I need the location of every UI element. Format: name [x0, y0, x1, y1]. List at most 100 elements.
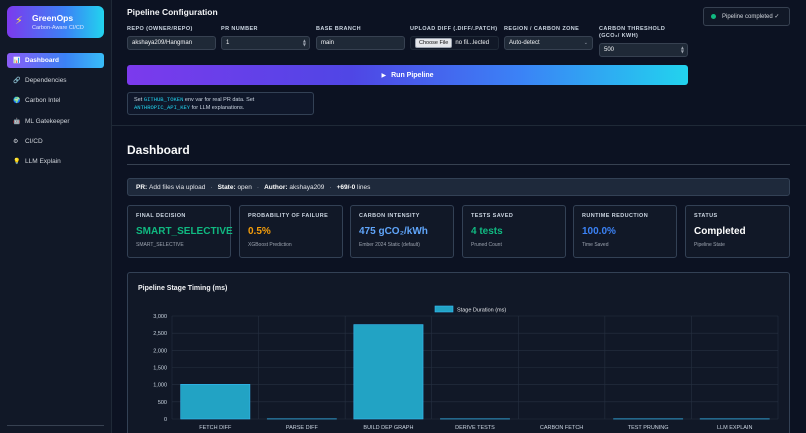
sidebar-divider	[7, 425, 104, 426]
region-select[interactable]: Auto-detect ⌄	[504, 36, 593, 50]
sidebar-item-dependencies[interactable]: 🔗 Dependencies	[7, 73, 104, 88]
section-divider	[112, 125, 806, 126]
card-runtime-reduction: RUNTIME REDUCTION 100.0% Time Saved	[573, 205, 677, 258]
main-content: Pipeline Configuration Pipeline complete…	[112, 0, 806, 433]
y-tick-label: 1,500	[153, 366, 167, 372]
x-tick-label: CARBON FETCH	[540, 425, 583, 431]
threshold-label: CARBON THRESHOLD (GCO₂/ KWH)	[599, 26, 666, 39]
stepper-icon[interactable]: ▲ ▼	[680, 45, 684, 54]
pr-lines: +69/-0	[336, 183, 356, 191]
x-tick-label: FETCH DIFF	[199, 425, 232, 431]
bulb-icon: 💡	[13, 158, 21, 165]
status-toast: Pipeline completed ✓	[703, 7, 790, 26]
card-label: TESTS SAVED	[471, 213, 514, 219]
card-probability-failure: PROBABILITY OF FAILURE 0.5% XGBoost Pred…	[239, 205, 343, 258]
base-branch-label: BASE BRANCH	[316, 26, 362, 32]
github-token-code: GITHUB_TOKEN	[143, 96, 184, 103]
anthropic-key-code: ANTHROPIC_API_KEY	[134, 104, 191, 111]
pr-summary-bar: PR: Add files via upload · State: open ·…	[127, 178, 790, 196]
sidebar-item-llm-explain[interactable]: 💡 LLM Explain	[7, 154, 104, 169]
sidebar-item-label: CI/CD	[25, 138, 43, 145]
file-status: no fil...lected	[455, 40, 490, 46]
pr-number-input[interactable]: 1 ▲ ▼	[221, 36, 310, 50]
x-tick-label: PARSE DIFF	[286, 425, 319, 431]
hint-text: for LLM explanations.	[190, 105, 245, 111]
pr-author: akshaya209	[289, 183, 325, 191]
config-title: Pipeline Configuration	[127, 7, 218, 17]
card-status: STATUS Completed Pipeline State	[685, 205, 790, 258]
dashboard-title: Dashboard	[127, 143, 190, 157]
card-label: FINAL DECISION	[136, 213, 186, 219]
pr-title: Add files via upload	[149, 183, 206, 191]
choose-file-button[interactable]: Choose File	[415, 38, 453, 48]
card-value: 0.5%	[248, 226, 271, 237]
sidebar-item-dashboard[interactable]: 📊 Dashboard	[7, 53, 104, 68]
card-final-decision: FINAL DECISION SMART_SELECTIVE SMART_SEL…	[127, 205, 233, 258]
stepper-icon[interactable]: ▲ ▼	[302, 38, 306, 47]
play-icon: ▶	[381, 71, 387, 79]
pr-label: PR:	[136, 183, 148, 191]
card-value: SMART_SELECTIVE	[136, 226, 233, 237]
card-sub: XGBoost Prediction	[248, 242, 292, 248]
state-label: State:	[217, 183, 236, 191]
bar-fetch-diff	[180, 384, 251, 420]
lightning-icon: ⚡	[15, 14, 23, 27]
dashboard-rule	[127, 164, 790, 165]
card-carbon-intensity: CARBON INTENSITY 475 gCO₂/kWh Ember 2024…	[350, 205, 454, 258]
upload-field: Choose File no fil...lected	[410, 36, 499, 50]
card-sub: SMART_SELECTIVE	[136, 242, 184, 248]
env-hint: Set GITHUB_TOKEN env var for real PR dat…	[127, 92, 314, 115]
sidebar: ⚡ GreenOps Carbon-Aware CI/CD 📊 Dashboar…	[0, 0, 112, 433]
repo-label: REPO (OWNER/REPO)	[127, 26, 193, 32]
card-label: PROBABILITY OF FAILURE	[248, 213, 329, 219]
y-tick-label: 0	[164, 417, 167, 423]
hint-text: env var for real PR data. Set	[183, 97, 255, 103]
sidebar-item-ml-gatekeeper[interactable]: 🤖 ML Gatekeeper	[7, 114, 104, 129]
card-value: Completed	[694, 226, 746, 237]
legend-swatch	[434, 305, 454, 313]
globe-icon: 🌍	[13, 97, 21, 104]
stage-timing-chart: 0 500 1,000 1,500 2,000 2,500 3,000 FETCH DIFF P…	[153, 305, 779, 431]
card-label: CARBON INTENSITY	[359, 213, 420, 219]
hint-text: Set	[134, 97, 144, 103]
card-sub: Ember 2024 Static (default)	[359, 242, 420, 248]
card-sub: Pruned Count	[471, 242, 502, 248]
sidebar-item-label: LLM Explain	[25, 158, 61, 165]
sidebar-item-carbon-intel[interactable]: 🌍 Carbon Intel	[7, 93, 104, 108]
card-value: 100.0%	[582, 226, 616, 237]
toast-text: Pipeline completed ✓	[722, 14, 780, 20]
chart-icon: 📊	[13, 57, 21, 64]
run-pipeline-button[interactable]: ▶ Run Pipeline	[127, 65, 688, 85]
card-sub: Pipeline State	[694, 242, 725, 248]
bar-build-dep-graph	[353, 324, 424, 420]
pr-lines-suffix: lines	[357, 183, 371, 191]
region-value: Auto-detect	[509, 40, 540, 46]
pr-number-label: PR NUMBER	[221, 26, 258, 32]
x-tick-label: DERIVE TESTS	[455, 425, 495, 431]
chart-title: Pipeline Stage Timing (ms)	[138, 285, 228, 292]
brand-subtitle: Carbon-Aware CI/CD	[32, 25, 84, 31]
sidebar-item-label: Carbon Intel	[25, 97, 61, 104]
pr-number-value: 1	[226, 40, 230, 46]
repo-input[interactable]: akshaya209/Hangman	[127, 36, 216, 50]
sidebar-item-label: ML Gatekeeper	[25, 118, 70, 125]
run-label: Run Pipeline	[391, 71, 434, 79]
status-dot-icon	[711, 14, 716, 19]
y-tick-label: 500	[158, 400, 167, 406]
gear-icon: ⚙	[13, 138, 19, 145]
card-label: RUNTIME REDUCTION	[582, 213, 649, 219]
card-value: 475 gCO₂/kWh	[359, 226, 428, 237]
sidebar-item-label: Dependencies	[25, 77, 67, 84]
sidebar-item-cicd[interactable]: ⚙ CI/CD	[7, 134, 104, 149]
brand-logo[interactable]: ⚡ GreenOps Carbon-Aware CI/CD	[7, 6, 104, 38]
card-tests-saved: TESTS SAVED 4 tests Pruned Count	[462, 205, 566, 258]
x-tick-label: BUILD DEP GRAPH	[363, 425, 413, 431]
threshold-input[interactable]: 500 ▲ ▼	[599, 43, 688, 57]
chevron-down-icon: ⌄	[583, 40, 588, 46]
pr-state: open	[237, 183, 252, 191]
brand-title: GreenOps	[32, 13, 74, 23]
region-label: REGION / CARBON ZONE	[504, 26, 580, 32]
x-tick-label: TEST PRUNING	[628, 425, 669, 431]
robot-icon: 🤖	[13, 118, 21, 125]
base-branch-input[interactable]: main	[316, 36, 405, 50]
